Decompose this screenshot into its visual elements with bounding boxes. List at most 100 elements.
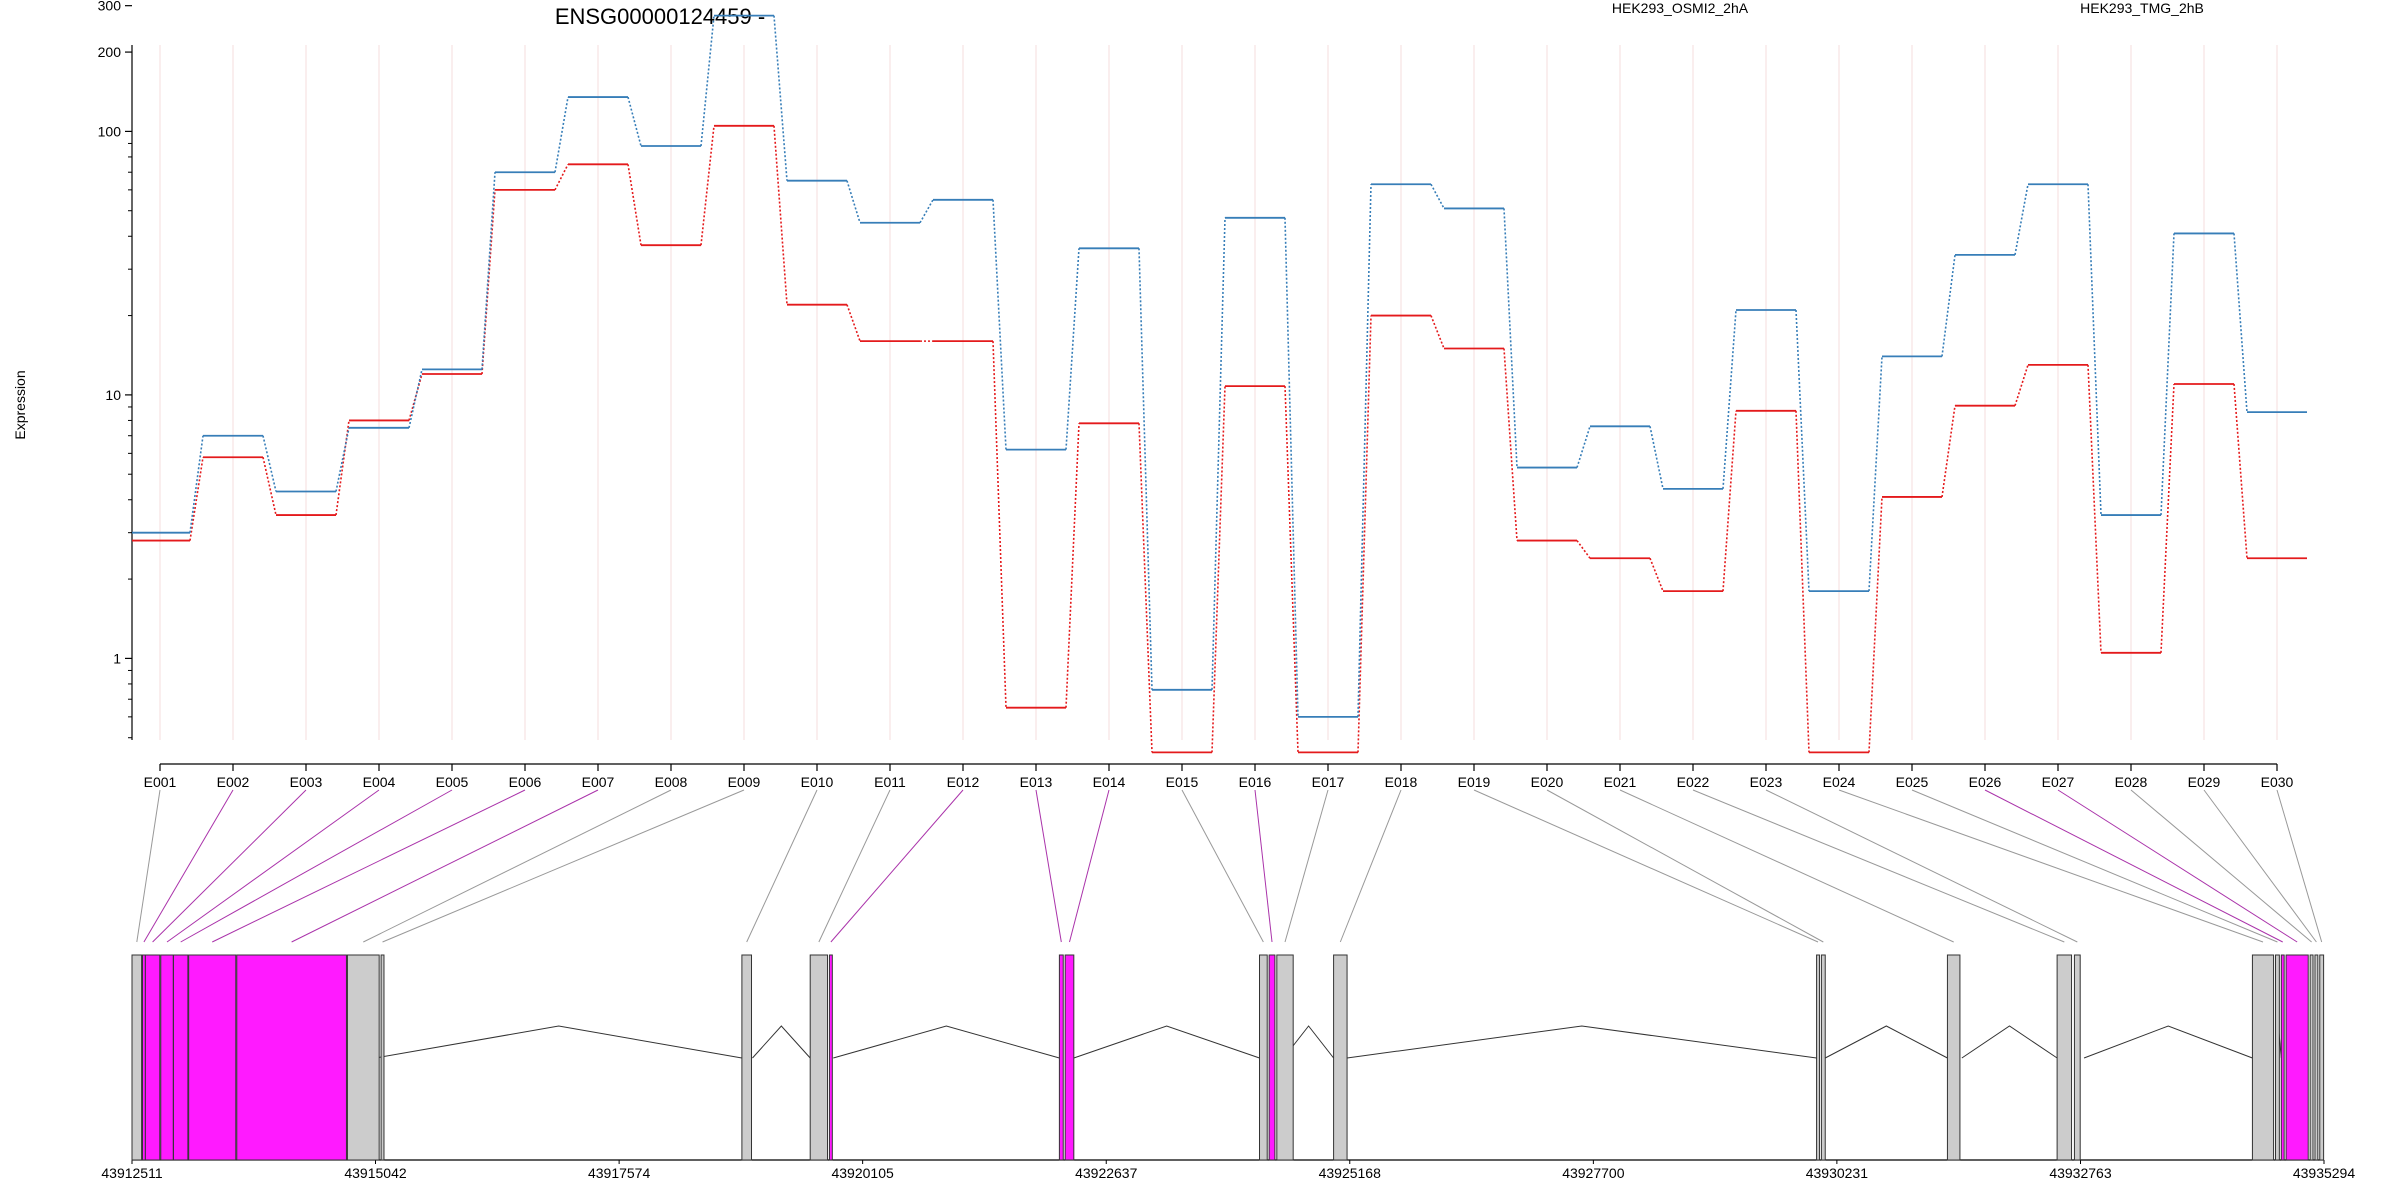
x-tick-label: E010 xyxy=(801,774,834,790)
series-0-connector xyxy=(2160,383,2175,653)
y-tick-label: 100 xyxy=(98,123,122,139)
series-1-connector xyxy=(335,427,350,492)
exon-connector xyxy=(1984,789,2283,943)
series-1-connector xyxy=(919,199,934,224)
series-0-connector xyxy=(2087,364,2102,653)
exon-box-e023 xyxy=(2073,954,2081,1161)
series-0-connector xyxy=(1503,348,1518,541)
series-1-connector xyxy=(189,435,204,533)
exon-box-e016 xyxy=(1268,954,1276,1161)
x-tick-label: E026 xyxy=(1969,774,2002,790)
series-0-connector xyxy=(627,164,642,246)
x-tick-label: E009 xyxy=(728,774,761,790)
x-tick-label: E013 xyxy=(1020,774,1053,790)
legend-entry-series-0: HEK293_OSMI2_2hA xyxy=(1612,0,1749,16)
exon-connector xyxy=(1692,789,2065,943)
series-1-connector xyxy=(773,15,788,181)
series-0-connector xyxy=(1065,423,1080,708)
exon-connector xyxy=(1284,789,1329,943)
series-0-connector xyxy=(189,457,204,541)
series-1-connector xyxy=(1576,426,1591,468)
x-tick-label: E017 xyxy=(1312,774,1345,790)
y-tick-label: 1 xyxy=(113,650,121,666)
series-0-connector xyxy=(262,457,277,516)
genomic-axis-label: 43917574 xyxy=(588,1165,651,1181)
series-1-connector xyxy=(846,180,861,224)
exon-connector xyxy=(1838,789,2264,943)
exon-box-e014 xyxy=(1064,954,1075,1161)
x-tick-label: E015 xyxy=(1166,774,1199,790)
exon-box-e020 xyxy=(1820,954,1826,1161)
x-tick-label: E002 xyxy=(217,774,250,790)
exon-connector xyxy=(180,789,453,943)
series-0-connector xyxy=(554,163,569,191)
genomic-axis-label: 43915042 xyxy=(344,1165,407,1181)
exon-connector xyxy=(1069,789,1110,943)
exon-box-e009 xyxy=(380,954,385,1161)
exon-box-e007 xyxy=(236,954,347,1161)
exon-connector xyxy=(143,789,234,943)
x-tick-label: E014 xyxy=(1093,774,1126,790)
exon-connector xyxy=(212,789,526,943)
series-1-connector xyxy=(1211,217,1226,690)
exon-box-e018 xyxy=(1333,954,1348,1161)
exon-connector xyxy=(818,789,891,943)
series-0-connector xyxy=(481,189,496,375)
exon-connector xyxy=(1765,789,2078,943)
intron-line xyxy=(1961,1025,2058,1059)
series-0-connector xyxy=(773,125,788,305)
genomic-axis-label: 43922637 xyxy=(1075,1165,1138,1181)
exon-connector xyxy=(2130,789,2312,943)
exon-connector xyxy=(2057,789,2298,943)
x-tick-label: E021 xyxy=(1604,774,1637,790)
exon-connector xyxy=(1473,789,1819,943)
exon-box-e005 xyxy=(172,954,189,1161)
x-tick-label: E018 xyxy=(1385,774,1418,790)
genomic-axis-label: 43920105 xyxy=(831,1165,894,1181)
series-1-connector xyxy=(554,96,569,173)
x-tick-label: E029 xyxy=(2188,774,2221,790)
x-tick-label: E016 xyxy=(1239,774,1272,790)
x-tick-label: E004 xyxy=(363,774,396,790)
series-0-connector xyxy=(1576,540,1591,559)
exon-connector xyxy=(382,789,745,943)
x-tick-label: E007 xyxy=(582,774,615,790)
intron-line xyxy=(375,1025,742,1059)
series-1-connector xyxy=(1065,248,1080,450)
series-0-connector xyxy=(2014,364,2029,406)
series-0-connector xyxy=(2233,383,2248,559)
exon-connector xyxy=(2203,789,2317,943)
genomic-axis-label: 43927700 xyxy=(1562,1165,1625,1181)
intron-line xyxy=(2083,1025,2253,1059)
series-1-connector xyxy=(1795,309,1810,592)
series-1-connector xyxy=(700,15,715,147)
series-1-connector xyxy=(1430,183,1445,209)
exon-connector xyxy=(1254,789,1273,943)
exon-connector xyxy=(1911,789,2278,943)
exon-connector xyxy=(1181,789,1264,943)
exon-box-e004 xyxy=(160,954,174,1161)
series-1-connector xyxy=(1941,254,1956,357)
exon-box-e025 xyxy=(2275,954,2280,1161)
x-tick-label: E006 xyxy=(509,774,542,790)
exon-connector xyxy=(291,789,599,943)
series-0-connector xyxy=(1649,557,1664,592)
chart-marks: 1 10 100 200 300 E001 E002 E003 E004 E005 E006 E007… xyxy=(98,0,2356,1181)
x-tick-label: E011 xyxy=(874,774,906,790)
exon-box-e015 xyxy=(1259,954,1268,1161)
series-0-connector xyxy=(992,341,1007,708)
exon-box-e003 xyxy=(144,954,161,1161)
x-tick-label: E027 xyxy=(2042,774,2075,790)
intron-line xyxy=(1073,1025,1260,1059)
series-1-connector xyxy=(262,435,277,492)
series-1-connector xyxy=(2087,184,2102,516)
x-tick-label: E012 xyxy=(947,774,980,790)
intron-line xyxy=(752,1025,811,1059)
y-tick-label: 10 xyxy=(105,387,121,403)
exon-connector xyxy=(152,789,307,943)
genomic-axis-label: 43935294 xyxy=(2293,1165,2356,1181)
exon-connector xyxy=(1546,789,1824,943)
series-1-connector xyxy=(408,369,423,428)
exon-box-e011 xyxy=(809,954,829,1161)
intron-line xyxy=(1825,1025,1948,1059)
